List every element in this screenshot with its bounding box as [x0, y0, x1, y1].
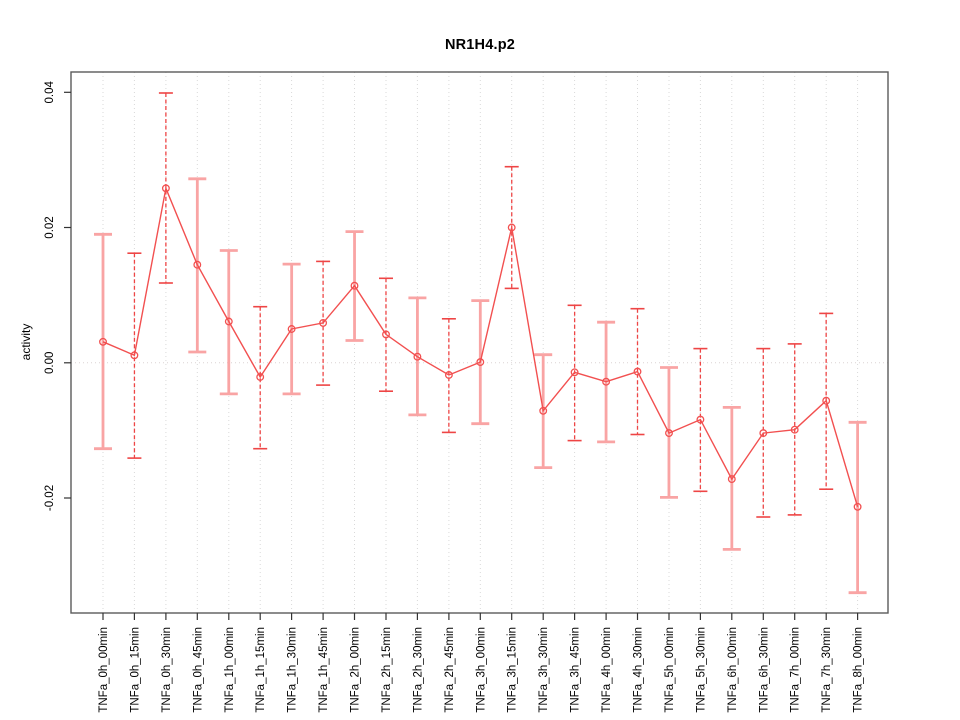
point-marker — [759, 429, 768, 438]
y-tick-label: 0.02 — [44, 216, 56, 238]
x-tick-label: TNFa_0h_30min — [161, 627, 173, 713]
error-bar — [441, 317, 456, 434]
plot-frame — [70, 71, 889, 614]
point-marker — [476, 358, 485, 367]
x-tick-label: TNFa_3h_15min — [507, 627, 519, 713]
error-bar — [94, 232, 112, 451]
x-tick-label: TNFa_8h_00min — [853, 627, 865, 713]
error-bar — [630, 307, 645, 436]
point-marker — [602, 377, 611, 386]
y-tick-label: -0.02 — [44, 485, 56, 511]
point-marker — [696, 415, 705, 424]
x-tick-label: TNFa_6h_00min — [727, 627, 739, 713]
point-marker — [287, 325, 296, 333]
x-tick-label: TNFa_4h_30min — [633, 627, 645, 713]
error-bar — [848, 420, 867, 595]
x-tick-label: TNFa_5h_30min — [695, 627, 707, 713]
x-tick-label: TNFa_7h_30min — [821, 627, 833, 713]
point-marker — [822, 396, 831, 405]
y-tick-label: 0.00 — [44, 352, 56, 374]
x-tick-label: TNFa_1h_30min — [287, 627, 299, 713]
error-bar — [253, 305, 268, 450]
x-tick-label: TNFa_2h_15min — [381, 627, 393, 713]
point-marker — [130, 351, 139, 360]
point-marker — [853, 502, 862, 511]
error-bar — [756, 347, 771, 518]
x-tick-label: TNFa_2h_00min — [350, 627, 362, 713]
x-tick-label: TNFa_3h_30min — [538, 627, 550, 713]
y-tick-label: 0.04 — [44, 81, 56, 104]
point-marker — [790, 425, 799, 434]
point-marker — [382, 330, 390, 339]
x-tick-label: TNFa_1h_15min — [255, 627, 267, 713]
point-marker — [224, 317, 233, 326]
series-line — [102, 185, 859, 507]
x-tick-label: TNFa_1h_00min — [224, 627, 236, 713]
point-marker — [633, 367, 642, 376]
point-marker — [193, 260, 202, 269]
chart-title: NR1H4.p2 — [444, 37, 516, 53]
error-bar — [379, 277, 393, 393]
x-tick-label: TNFa_0h_15min — [129, 627, 141, 713]
point-marker — [319, 318, 328, 327]
x-tick-label: TNFa_3h_00min — [475, 627, 487, 713]
x-tick-label: TNFa_4h_00min — [601, 627, 613, 713]
x-tick-label: TNFa_6h_30min — [758, 627, 770, 713]
x-tick-label: TNFa_1h_45min — [318, 627, 330, 713]
x-tick-label: TNFa_0h_45min — [192, 627, 204, 713]
x-tick-label: TNFa_7h_00min — [790, 627, 802, 713]
point-marker — [444, 371, 453, 379]
x-tick-label: TNFa_3h_45min — [570, 627, 582, 713]
point-marker — [161, 184, 170, 193]
point-marker — [665, 429, 673, 438]
x-tick-label: TNFa_0h_00min — [98, 627, 110, 713]
x-tick-label: TNFa_5h_00min — [664, 627, 676, 713]
point-marker — [570, 368, 579, 377]
error-bar — [127, 252, 142, 459]
error-bar — [693, 347, 708, 493]
y-axis-title: activity — [19, 323, 33, 361]
point-marker — [727, 475, 736, 484]
x-tick-label: TNFa_2h_45min — [444, 627, 456, 713]
point-marker — [256, 373, 265, 381]
point-marker — [507, 223, 516, 232]
x-tick-label: TNFa_2h_30min — [412, 627, 424, 713]
point-marker — [99, 337, 107, 346]
point-marker — [350, 281, 359, 290]
point-marker — [413, 352, 422, 361]
point-marker — [539, 406, 548, 415]
